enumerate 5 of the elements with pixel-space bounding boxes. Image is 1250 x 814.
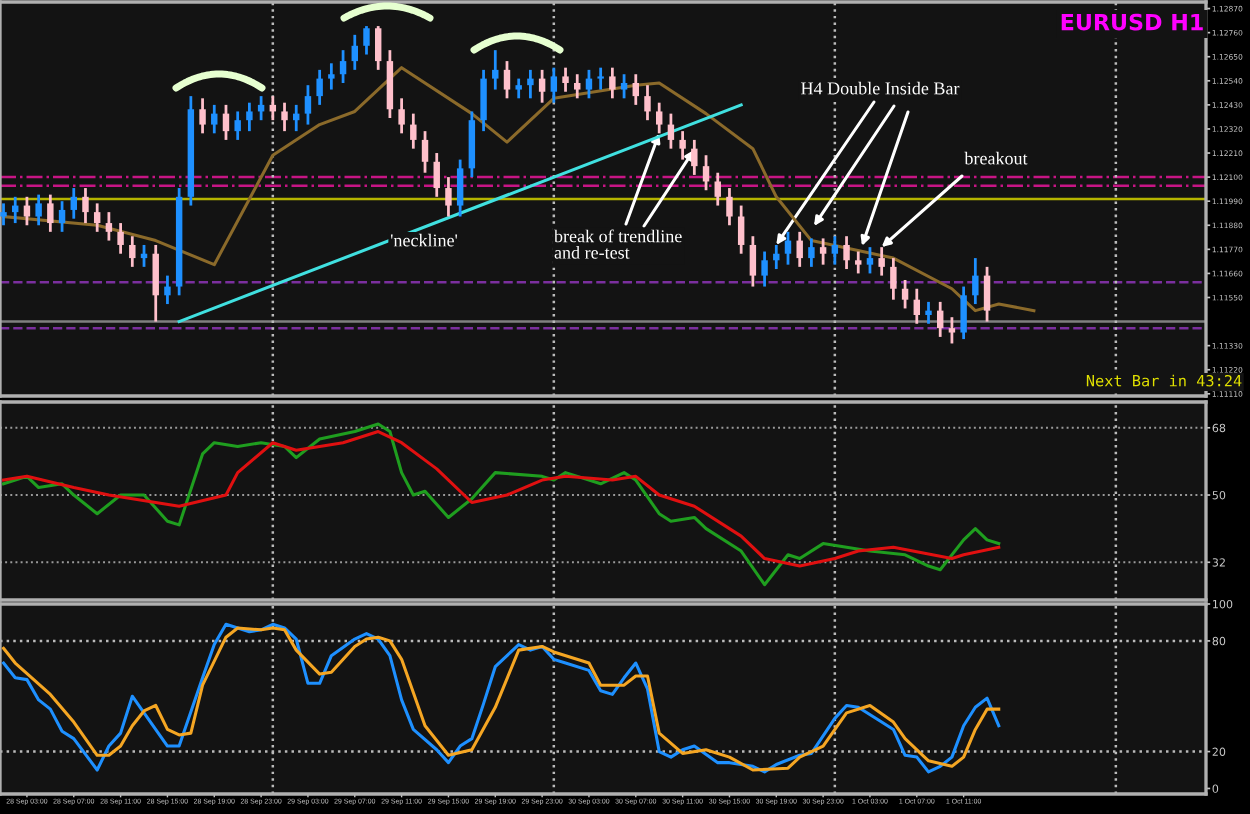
annotation: H4 Double Inside Bar (801, 81, 960, 95)
chart-title: EURUSD H1 (1061, 13, 1203, 31)
annotation: 'neckline' (390, 233, 458, 247)
annotation: break of trendline and re-test (554, 229, 682, 259)
annotation: breakout (964, 151, 1028, 165)
